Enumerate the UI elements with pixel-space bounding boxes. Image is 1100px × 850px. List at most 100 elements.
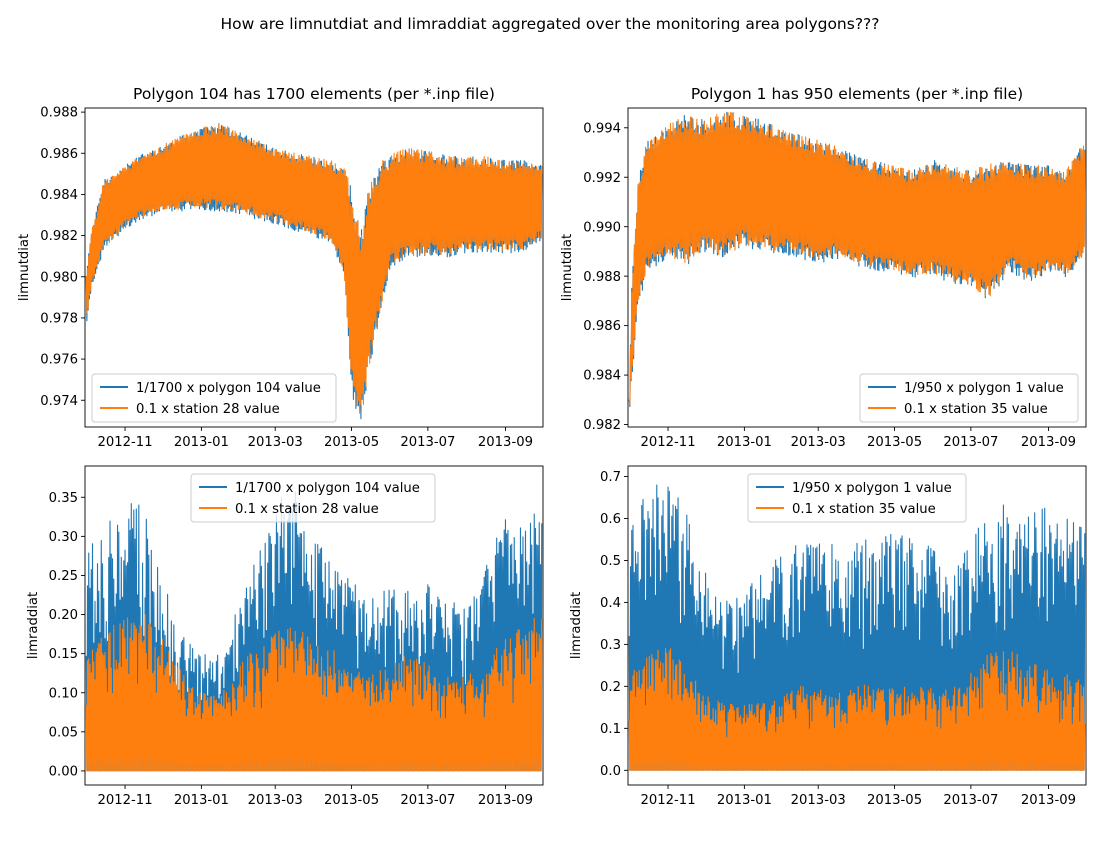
y-axis-label: limraddiat bbox=[569, 592, 584, 659]
legend-label: 1/950 x polygon 1 value bbox=[904, 381, 1064, 396]
y-tick-label: 0.4 bbox=[600, 596, 621, 611]
y-axis: 0.0 0.1 0.2 0.3 0.4 0.5 0.6 0.7 bbox=[600, 470, 628, 779]
x-tick-label: 2013-07 bbox=[400, 793, 455, 808]
y-tick-label: 0.976 bbox=[40, 353, 78, 368]
y-tick-label: 0.20 bbox=[49, 608, 78, 623]
x-tick-label: 2013-07 bbox=[400, 435, 455, 450]
y-tick-label: 0.990 bbox=[583, 220, 621, 235]
legend: 1/950 x polygon 1 value 0.1 x station 35 … bbox=[859, 373, 1079, 423]
y-tick-label: 0.5 bbox=[600, 554, 621, 569]
legend-label: 1/950 x polygon 1 value bbox=[792, 481, 952, 496]
y-tick-label: 0.988 bbox=[40, 106, 78, 121]
x-axis: 2012-11 2013-01 2013-03 2013-05 2013-07 2013-… bbox=[97, 785, 533, 808]
x-tick-label: 2013-01 bbox=[717, 435, 772, 450]
x-tick-label: 2012-11 bbox=[97, 793, 152, 808]
x-tick-label: 2012-11 bbox=[640, 793, 695, 808]
y-tick-label: 0.994 bbox=[583, 121, 621, 136]
y-tick-label: 0.978 bbox=[40, 312, 78, 327]
y-tick-label: 0.6 bbox=[600, 512, 621, 527]
x-tick-label: 2012-11 bbox=[640, 435, 695, 450]
y-tick-label: 0.986 bbox=[40, 147, 78, 162]
y-axis-label: limraddiat bbox=[26, 592, 41, 659]
figure-suptitle: How are limnutdiat and limraddiat aggreg… bbox=[220, 15, 879, 33]
y-axis-label: limnutdiat bbox=[560, 234, 575, 301]
legend-label: 0.1 x station 35 value bbox=[792, 502, 936, 517]
axes-frame bbox=[627, 465, 1087, 786]
y-axis: 0.00 0.05 0.10 0.15 0.20 0.25 0.30 0.35 bbox=[49, 491, 85, 780]
x-tick-label: 2013-05 bbox=[867, 793, 922, 808]
x-axis: 2012-11 2013-01 2013-03 2013-05 2013-07 2013-… bbox=[640, 785, 1076, 808]
series-line bbox=[628, 112, 1086, 405]
y-tick-label: 0.7 bbox=[600, 470, 621, 485]
x-tick-label: 2013-07 bbox=[943, 435, 998, 450]
x-tick-label: 2013-05 bbox=[867, 435, 922, 450]
y-tick-label: 0.982 bbox=[583, 418, 621, 433]
plot-area bbox=[85, 123, 543, 420]
x-tick-label: 2013-03 bbox=[248, 793, 303, 808]
legend-label: 1/1700 x polygon 104 value bbox=[235, 481, 420, 496]
x-tick-label: 2013-01 bbox=[174, 435, 229, 450]
x-tick-label: 2013-09 bbox=[1021, 435, 1076, 450]
y-tick-label: 0.35 bbox=[49, 491, 78, 506]
legend: 1/950 x polygon 1 value 0.1 x station 35 … bbox=[747, 473, 967, 523]
legend-label: 0.1 x station 28 value bbox=[235, 502, 379, 517]
x-tick-label: 2013-07 bbox=[943, 793, 998, 808]
x-tick-label: 2013-05 bbox=[324, 435, 379, 450]
plot-area bbox=[85, 491, 543, 772]
legend-frame bbox=[91, 373, 337, 423]
axes-frame bbox=[84, 465, 544, 786]
y-axis-label: limnutdiat bbox=[17, 234, 32, 301]
legend: 1/1700 x polygon 104 value 0.1 x station … bbox=[91, 373, 337, 423]
y-tick-label: 0.986 bbox=[583, 319, 621, 334]
y-tick-label: 0.992 bbox=[583, 171, 621, 186]
axes-frame bbox=[84, 107, 544, 428]
y-tick-label: 0.974 bbox=[40, 394, 78, 409]
y-tick-label: 0.982 bbox=[40, 229, 78, 244]
subplot-title: Polygon 1 has 950 elements (per *.inp fi… bbox=[691, 85, 1023, 103]
y-tick-label: 0.2 bbox=[600, 680, 621, 695]
subplot-2: Polygon 1 has 950 elements (per *.inp fi… bbox=[560, 85, 1087, 450]
subplot-1: Polygon 104 has 1700 elements (per *.inp… bbox=[17, 85, 544, 450]
subplot-4: 2012-11 2013-01 2013-03 2013-05 2013-07 2013-… bbox=[569, 465, 1087, 808]
y-axis: 0.982 0.984 0.986 0.988 0.990 0.992 0.994 bbox=[583, 121, 628, 433]
y-tick-label: 0.15 bbox=[49, 647, 78, 662]
subplot-3: 2012-11 2013-01 2013-03 2013-05 2013-07 2013-… bbox=[26, 465, 544, 808]
y-tick-label: 0.30 bbox=[49, 530, 78, 545]
y-tick-label: 0.25 bbox=[49, 569, 78, 584]
x-tick-label: 2013-03 bbox=[791, 793, 846, 808]
y-axis: 0.974 0.976 0.978 0.980 0.982 0.984 0.986 0.988 bbox=[40, 106, 85, 409]
y-tick-label: 0.988 bbox=[583, 270, 621, 285]
x-tick-label: 2013-09 bbox=[478, 435, 533, 450]
plot-area bbox=[628, 111, 1086, 408]
y-tick-label: 0.3 bbox=[600, 638, 621, 653]
series-line bbox=[85, 614, 543, 772]
legend-frame bbox=[859, 373, 1079, 423]
legend-label: 0.1 x station 28 value bbox=[136, 402, 280, 417]
x-tick-label: 2013-05 bbox=[324, 793, 379, 808]
subplot-grid: Polygon 104 has 1700 elements (per *.inp… bbox=[17, 85, 1087, 808]
y-tick-label: 0.984 bbox=[40, 188, 78, 203]
legend-label: 1/1700 x polygon 104 value bbox=[136, 381, 321, 396]
y-tick-label: 0.984 bbox=[583, 369, 621, 384]
x-axis: 2012-11 2013-01 2013-03 2013-05 2013-07 2013-… bbox=[97, 427, 533, 450]
subplot-title: Polygon 104 has 1700 elements (per *.inp… bbox=[133, 85, 495, 103]
legend: 1/1700 x polygon 104 value 0.1 x station … bbox=[190, 473, 436, 523]
legend-frame bbox=[747, 473, 967, 523]
x-axis: 2012-11 2013-01 2013-03 2013-05 2013-07 2013-… bbox=[640, 427, 1076, 450]
y-tick-label: 0.00 bbox=[49, 765, 78, 780]
series-line bbox=[85, 123, 543, 414]
series-line bbox=[628, 648, 1086, 771]
plot-area bbox=[628, 484, 1086, 771]
x-tick-label: 2013-09 bbox=[478, 793, 533, 808]
y-tick-label: 0.05 bbox=[49, 725, 78, 740]
x-tick-label: 2012-11 bbox=[97, 435, 152, 450]
x-tick-label: 2013-09 bbox=[1021, 793, 1076, 808]
x-tick-label: 2013-01 bbox=[717, 793, 772, 808]
legend-frame bbox=[190, 473, 436, 523]
y-tick-label: 0.980 bbox=[40, 270, 78, 285]
x-tick-label: 2013-01 bbox=[174, 793, 229, 808]
legend-label: 0.1 x station 35 value bbox=[904, 402, 1048, 417]
y-tick-label: 0.0 bbox=[600, 764, 621, 779]
x-tick-label: 2013-03 bbox=[248, 435, 303, 450]
